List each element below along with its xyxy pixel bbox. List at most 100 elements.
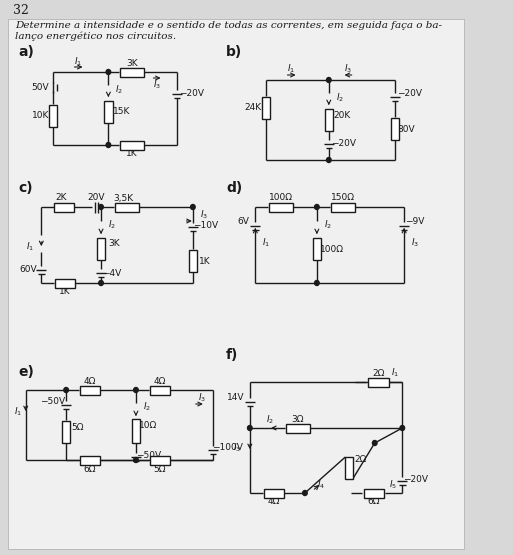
Text: $I_2$: $I_2$ [336, 92, 344, 104]
Text: −20V: −20V [403, 475, 428, 483]
Circle shape [98, 280, 103, 285]
Text: 5Ω: 5Ω [153, 465, 166, 473]
Bar [269, 203, 293, 211]
Text: −100V: −100V [212, 443, 243, 452]
Text: b): b) [226, 45, 242, 59]
Text: $I_1$: $I_1$ [14, 406, 23, 418]
Text: $I_4$: $I_4$ [318, 479, 326, 491]
Text: $I_1$: $I_1$ [391, 367, 399, 379]
Text: 5Ω: 5Ω [71, 423, 84, 432]
Text: lanço energético nos circuitos.: lanço energético nos circuitos. [15, 31, 176, 41]
Circle shape [326, 158, 331, 163]
Bar [121, 140, 144, 149]
Text: 3Ω: 3Ω [291, 415, 304, 423]
Text: 6Ω: 6Ω [84, 465, 96, 473]
Text: $I_3$: $I_3$ [153, 79, 161, 91]
Circle shape [64, 387, 68, 392]
Bar [80, 386, 100, 395]
Bar [286, 423, 309, 432]
Text: $I_3$: $I_3$ [198, 392, 206, 404]
Text: 15K: 15K [112, 108, 130, 117]
Text: a): a) [18, 45, 34, 59]
Circle shape [326, 78, 331, 83]
Text: 14V: 14V [227, 393, 245, 402]
Text: 100Ω: 100Ω [269, 194, 293, 203]
Circle shape [191, 204, 195, 209]
Bar [325, 109, 333, 131]
Text: 2K: 2K [55, 194, 66, 203]
Circle shape [314, 280, 319, 285]
Text: $I_3$: $I_3$ [200, 209, 208, 221]
Text: c): c) [18, 181, 33, 195]
Bar [62, 421, 70, 443]
Bar [55, 279, 75, 287]
Circle shape [314, 204, 319, 209]
Circle shape [134, 387, 138, 392]
Text: $I_3$: $I_3$ [411, 237, 419, 249]
Bar [364, 488, 384, 497]
Text: 24K: 24K [244, 103, 261, 113]
Circle shape [134, 457, 138, 462]
Bar [331, 203, 354, 211]
Text: −9V: −9V [405, 218, 425, 226]
Text: e): e) [18, 365, 34, 379]
Text: 1K: 1K [126, 149, 138, 159]
Text: 3,5K: 3,5K [113, 194, 133, 203]
Bar [313, 238, 321, 260]
Text: 50V: 50V [32, 83, 49, 92]
Bar [54, 203, 74, 211]
Bar [97, 238, 105, 260]
Text: 6V: 6V [238, 218, 249, 226]
Text: $I_2$: $I_2$ [143, 401, 151, 413]
Text: −20V: −20V [397, 88, 422, 98]
Text: $I_1$: $I_1$ [262, 237, 270, 249]
Circle shape [372, 441, 377, 446]
Bar [150, 386, 170, 395]
Text: 1K: 1K [60, 287, 71, 296]
Text: −50V: −50V [40, 397, 65, 406]
Text: 6Ω: 6Ω [368, 497, 380, 507]
Bar [104, 101, 112, 123]
Text: 10Ω: 10Ω [139, 421, 157, 431]
Text: 4Ω: 4Ω [267, 497, 280, 507]
Text: 20K: 20K [333, 112, 350, 120]
Text: 100Ω: 100Ω [320, 245, 344, 254]
Text: $I_5$: $I_5$ [389, 479, 397, 491]
Text: 2Ω: 2Ω [372, 369, 385, 377]
Bar [132, 419, 140, 443]
Text: Determine a intensidade e o sentido de todas as correntes, em seguida faça o ba-: Determine a intensidade e o sentido de t… [15, 22, 442, 31]
Text: $I_2$: $I_2$ [115, 84, 124, 96]
Circle shape [106, 69, 111, 74]
Text: 60V: 60V [19, 265, 37, 275]
Text: 32: 32 [13, 4, 29, 18]
Circle shape [98, 204, 103, 209]
Text: −4V: −4V [103, 269, 122, 278]
Circle shape [400, 426, 405, 431]
Bar [150, 456, 170, 465]
Text: 4Ω: 4Ω [153, 376, 166, 386]
Text: 20V: 20V [88, 194, 105, 203]
Bar [262, 97, 270, 119]
Bar [80, 456, 100, 465]
Text: $I_1$: $I_1$ [26, 241, 34, 253]
Text: 3K: 3K [126, 59, 138, 68]
Text: 10K: 10K [32, 112, 49, 120]
Bar [189, 250, 197, 272]
Bar [121, 68, 144, 77]
Text: 150Ω: 150Ω [330, 194, 354, 203]
Text: 2Ω: 2Ω [355, 456, 367, 465]
Bar [49, 105, 57, 127]
Text: $I_1$: $I_1$ [287, 63, 295, 75]
Text: f): f) [226, 348, 239, 362]
Text: d): d) [226, 181, 242, 195]
Text: $I_2$: $I_2$ [108, 219, 116, 231]
Bar [115, 203, 139, 211]
Circle shape [303, 491, 307, 496]
Text: −10V: −10V [193, 220, 219, 230]
Text: −20V: −20V [180, 89, 205, 98]
Circle shape [106, 143, 111, 148]
Text: $I_3$: $I_3$ [344, 63, 352, 75]
Text: 1K: 1K [199, 256, 211, 265]
Text: −20V: −20V [331, 139, 356, 149]
Text: −50V: −50V [136, 451, 162, 460]
